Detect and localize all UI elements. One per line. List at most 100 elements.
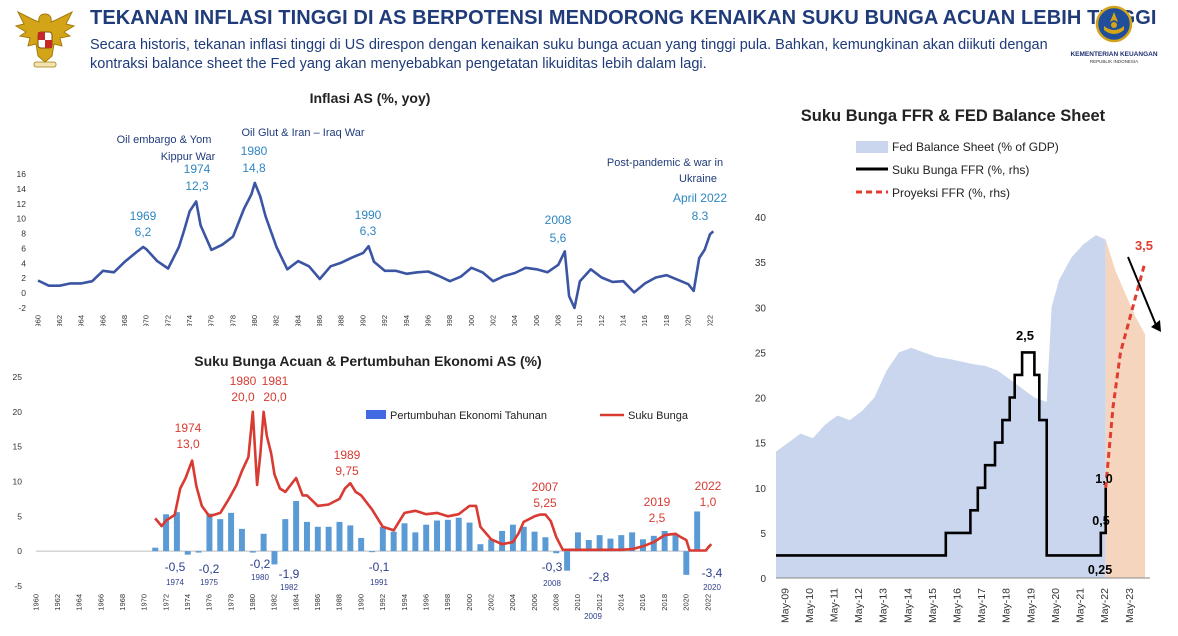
- x-tick-label: 1988: [335, 594, 344, 611]
- ffr-projection-label: 3,5: [1135, 238, 1153, 253]
- trend-arrow-head: [1151, 320, 1161, 332]
- y-tick-label: 20: [755, 394, 767, 405]
- x-tick-label: 1976: [205, 594, 214, 611]
- x-tick-label: 2008: [554, 315, 563, 326]
- gdp-year-label: 1974: [166, 578, 184, 587]
- x-tick-label: 2000: [467, 315, 476, 326]
- gdp-growth-bar: [336, 521, 343, 552]
- kemenkeu-name: KEMENTERIAN KEUANGAN: [1070, 51, 1158, 58]
- x-tick-label: 2002: [486, 594, 495, 611]
- gdp-growth-bar: [585, 540, 592, 552]
- gdp-growth-bar: [455, 517, 462, 552]
- event-label: Oil embargo & Yom: [117, 134, 212, 146]
- legend-label-ffr: Suku Bunga FFR (%, rhs): [892, 163, 1029, 177]
- x-tick-label: 1974: [183, 594, 192, 611]
- gdp-growth-bar: [412, 532, 419, 552]
- x-tick-label: 1992: [378, 594, 387, 611]
- x-tick-label: 2006: [530, 594, 539, 611]
- chart-title: Suku Bunga Acuan & Pertumbuhan Ekonomi A…: [194, 353, 541, 369]
- gdp-growth-bar: [152, 547, 159, 552]
- y-tick-label: 6: [21, 243, 26, 253]
- gdp-growth-bar: [173, 512, 180, 552]
- x-tick-label: 1978: [228, 315, 237, 326]
- peak-value-label: 6,3: [360, 224, 377, 238]
- peak-year-label: April 2022: [673, 191, 727, 205]
- x-tick-label: 2016: [640, 315, 649, 326]
- legend-label-proj: Proyeksi FFR (%, rhs): [892, 186, 1010, 200]
- x-tick-label: 2018: [660, 594, 669, 611]
- legend-label-balance: Fed Balance Sheet (% of GDP): [892, 140, 1059, 154]
- gdp-growth-bar: [683, 551, 690, 575]
- peak-year-label: 1980: [241, 144, 268, 158]
- rate-year-label: 2007: [532, 480, 559, 494]
- gdp-growth-bar: [488, 539, 495, 552]
- x-tick-label: 1982: [270, 594, 279, 611]
- peak-value-label: 5,6: [550, 231, 567, 245]
- y-tick-label: 14: [17, 184, 27, 194]
- y-tick-label: 8: [21, 229, 26, 239]
- peak-year-label: 1969: [130, 209, 157, 223]
- rate-value-label: 1,0: [700, 495, 717, 509]
- gdp-year-label: 1975: [200, 578, 218, 587]
- x-tick-label: 1990: [356, 594, 365, 611]
- inflation-chart: Inflasi AS (%, yoy) -2 0 2 4 6 8 10 12 14 16 1960 19…: [17, 90, 728, 326]
- rate-value-label: 20,0: [263, 390, 287, 404]
- balance-sheet-area: [776, 235, 1106, 578]
- x-tick-label: 1960: [33, 315, 42, 326]
- x-tick-label: 2014: [619, 315, 628, 326]
- x-tick-label: May-19: [1025, 588, 1037, 623]
- x-tick-label: May-15: [927, 588, 939, 623]
- x-tick-label: May-16: [952, 588, 964, 623]
- x-tick-label: 1980: [248, 594, 257, 611]
- x-tick-label: 1976: [207, 315, 216, 326]
- x-tick-label: May-10: [804, 588, 816, 623]
- peak-year-label: 2008: [545, 213, 572, 227]
- x-tick-label: 1992: [380, 315, 389, 326]
- gdp-growth-bar: [553, 551, 560, 554]
- rate-year-label: 2019: [644, 495, 671, 509]
- gdp-growth-bar: [271, 551, 278, 565]
- event-label: Post-pandemic & war in: [607, 157, 723, 169]
- peak-value-label: 6,2: [135, 225, 152, 239]
- legend-swatch-balance: [856, 141, 888, 153]
- ffr-mid-label: 0,5: [1092, 514, 1109, 528]
- x-tick-label: 2014: [617, 594, 626, 611]
- kemenkeu-logo: KEMENTERIAN KEUANGAN REPUBLIK INDONESIA: [1068, 4, 1160, 64]
- x-tick-label: 1986: [315, 315, 324, 326]
- x-tick-label: May-21: [1075, 588, 1087, 623]
- ffr-line: [776, 351, 1108, 557]
- gdp-growth-bar: [314, 526, 321, 552]
- x-tick-label: May-18: [1001, 588, 1013, 623]
- x-tick-label: 1988: [337, 315, 346, 326]
- y-tick-label: 12: [17, 199, 27, 209]
- x-tick-label: 1968: [118, 594, 127, 611]
- gdp-growth-bar: [303, 521, 310, 552]
- page-title: TEKANAN INFLASI TINGGI DI AS BERPOTENSI …: [90, 7, 1157, 29]
- x-tick-label: 2022: [703, 594, 712, 611]
- x-tick-label: 1966: [96, 594, 105, 611]
- balance-sheet-projection-area: [1105, 239, 1146, 578]
- x-tick-label: 2008: [552, 594, 561, 611]
- gdp-growth-bar: [542, 537, 549, 552]
- gdp-growth-bar: [369, 551, 375, 553]
- kemenkeu-sub: REPUBLIK INDONESIA: [1089, 59, 1139, 64]
- x-tick-label: 1962: [55, 315, 64, 326]
- gdp-growth-bar: [249, 551, 256, 553]
- x-tick-label: May-20: [1050, 588, 1062, 623]
- event-label: Oil Glut & Iran – Iraq War: [241, 127, 364, 139]
- x-tick-label: 1964: [77, 315, 86, 326]
- x-tick-label: 2020: [684, 315, 693, 326]
- x-tick-label: 1974: [185, 315, 194, 326]
- x-tick-label: 1982: [272, 315, 281, 326]
- gdp-growth-bar: [238, 528, 245, 552]
- x-tick-label: May-17: [976, 588, 988, 623]
- x-tick-label: 2012: [595, 594, 604, 611]
- gdp-value-label: -0,5: [165, 560, 186, 574]
- x-tick-label: 1984: [291, 594, 300, 611]
- rate-value-label: 9,75: [335, 464, 359, 478]
- peak-value-label: 14,8: [242, 161, 266, 175]
- rate-year-label: 2022: [695, 479, 722, 493]
- rate-year-label: 1989: [334, 448, 361, 462]
- x-tick-label: May-14: [902, 588, 914, 623]
- gdp-growth-bar: [401, 523, 408, 552]
